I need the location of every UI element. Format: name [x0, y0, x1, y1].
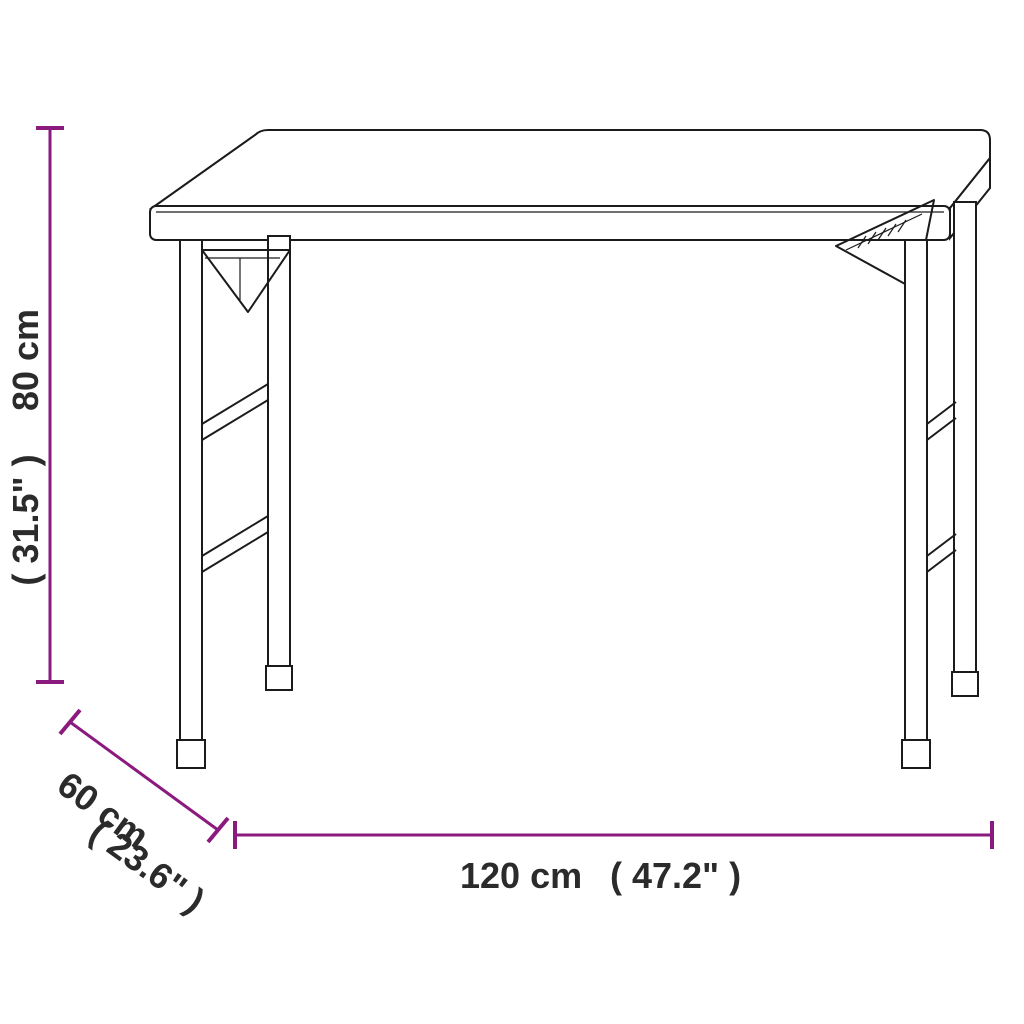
dim-height-cm: 80 cm [5, 309, 46, 411]
dimension-diagram: 80 cm ( 31.5" ) 60 cm ( 23.6" ) 120 cm (… [0, 0, 1024, 1024]
leg-front-left [177, 240, 205, 768]
leg-back-right [952, 202, 978, 696]
brace-right [836, 200, 956, 572]
dimension-annotations: 80 cm ( 31.5" ) 60 cm ( 23.6" ) 120 cm (… [5, 128, 992, 921]
dim-height-in: ( 31.5" ) [5, 454, 46, 585]
table-drawing [150, 130, 990, 768]
leg-back-left [266, 236, 292, 690]
dim-width-cm: 120 cm [460, 855, 582, 896]
dim-height: 80 cm ( 31.5" ) [5, 128, 64, 682]
dim-width: 120 cm ( 47.2" ) [235, 821, 992, 896]
dim-width-in: ( 47.2" ) [610, 855, 741, 896]
leg-front-right [902, 240, 930, 768]
